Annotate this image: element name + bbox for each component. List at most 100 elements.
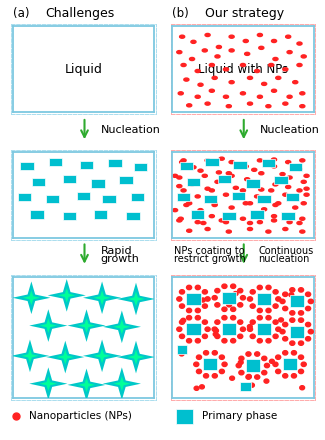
Circle shape xyxy=(287,95,292,98)
Bar xyxy=(30,210,44,219)
Circle shape xyxy=(229,174,234,177)
Circle shape xyxy=(283,68,288,71)
Circle shape xyxy=(304,193,309,196)
Circle shape xyxy=(269,63,274,66)
Circle shape xyxy=(246,352,251,356)
Circle shape xyxy=(250,320,255,324)
Bar xyxy=(134,163,147,171)
Circle shape xyxy=(205,227,210,231)
Bar xyxy=(222,292,236,304)
Text: restrict growth: restrict growth xyxy=(174,254,246,264)
Circle shape xyxy=(226,172,231,175)
Circle shape xyxy=(205,327,210,331)
Text: (a): (a) xyxy=(13,7,30,20)
Circle shape xyxy=(262,82,267,85)
Polygon shape xyxy=(67,369,106,401)
Circle shape xyxy=(202,174,207,177)
Circle shape xyxy=(276,76,281,80)
Circle shape xyxy=(287,220,292,224)
Circle shape xyxy=(205,102,210,105)
Circle shape xyxy=(189,58,195,61)
Circle shape xyxy=(177,327,182,331)
Polygon shape xyxy=(40,318,57,333)
Circle shape xyxy=(203,351,209,355)
Circle shape xyxy=(290,288,295,292)
Circle shape xyxy=(259,172,264,175)
Circle shape xyxy=(195,95,200,98)
Circle shape xyxy=(298,288,304,292)
Bar xyxy=(282,358,297,370)
Polygon shape xyxy=(113,319,130,334)
Circle shape xyxy=(266,230,271,233)
Circle shape xyxy=(212,351,217,355)
Bar xyxy=(257,195,271,203)
Circle shape xyxy=(223,68,228,71)
Circle shape xyxy=(200,385,204,389)
Circle shape xyxy=(269,189,274,192)
Circle shape xyxy=(196,369,202,374)
Circle shape xyxy=(304,187,309,190)
Circle shape xyxy=(240,296,245,300)
Bar xyxy=(63,175,76,183)
Circle shape xyxy=(257,285,262,290)
Polygon shape xyxy=(78,318,95,333)
Text: Continuous: Continuous xyxy=(258,246,314,257)
Circle shape xyxy=(240,189,245,192)
Circle shape xyxy=(202,320,207,324)
Circle shape xyxy=(308,299,313,304)
Polygon shape xyxy=(127,350,145,364)
Text: NPs coating to: NPs coating to xyxy=(174,246,244,257)
Circle shape xyxy=(177,184,182,188)
Circle shape xyxy=(257,338,262,343)
Circle shape xyxy=(271,158,277,161)
Circle shape xyxy=(271,219,277,222)
Circle shape xyxy=(262,356,267,361)
Circle shape xyxy=(201,298,205,302)
Circle shape xyxy=(179,334,185,338)
Circle shape xyxy=(173,209,178,212)
Bar xyxy=(289,163,302,171)
Circle shape xyxy=(195,70,200,73)
Circle shape xyxy=(196,355,202,359)
Circle shape xyxy=(276,327,281,331)
Circle shape xyxy=(215,180,220,183)
Circle shape xyxy=(209,63,215,66)
Circle shape xyxy=(195,308,201,313)
Circle shape xyxy=(259,46,264,49)
Bar xyxy=(232,192,245,201)
Circle shape xyxy=(177,51,182,54)
Circle shape xyxy=(298,369,304,374)
Polygon shape xyxy=(94,348,111,363)
Bar xyxy=(250,210,264,219)
Circle shape xyxy=(205,159,210,162)
Circle shape xyxy=(276,202,281,205)
Circle shape xyxy=(286,185,291,188)
Bar xyxy=(205,158,218,166)
Circle shape xyxy=(187,229,192,232)
Text: Rapid: Rapid xyxy=(101,246,132,257)
Circle shape xyxy=(227,303,231,307)
Circle shape xyxy=(212,296,217,300)
Circle shape xyxy=(300,230,305,233)
Circle shape xyxy=(231,307,236,312)
Circle shape xyxy=(247,227,253,231)
Circle shape xyxy=(198,83,203,86)
Bar xyxy=(177,193,190,202)
Circle shape xyxy=(292,351,296,355)
Circle shape xyxy=(181,63,186,66)
Circle shape xyxy=(252,168,257,171)
Bar xyxy=(177,345,188,354)
Circle shape xyxy=(245,178,250,181)
Bar xyxy=(246,180,260,187)
Polygon shape xyxy=(67,309,106,342)
Circle shape xyxy=(179,304,185,308)
Circle shape xyxy=(238,320,243,324)
Circle shape xyxy=(301,55,306,58)
Polygon shape xyxy=(29,367,67,400)
Circle shape xyxy=(255,352,260,356)
Circle shape xyxy=(298,355,304,359)
Circle shape xyxy=(179,320,185,324)
Circle shape xyxy=(280,172,285,176)
Bar xyxy=(180,162,193,170)
Bar xyxy=(222,323,236,335)
